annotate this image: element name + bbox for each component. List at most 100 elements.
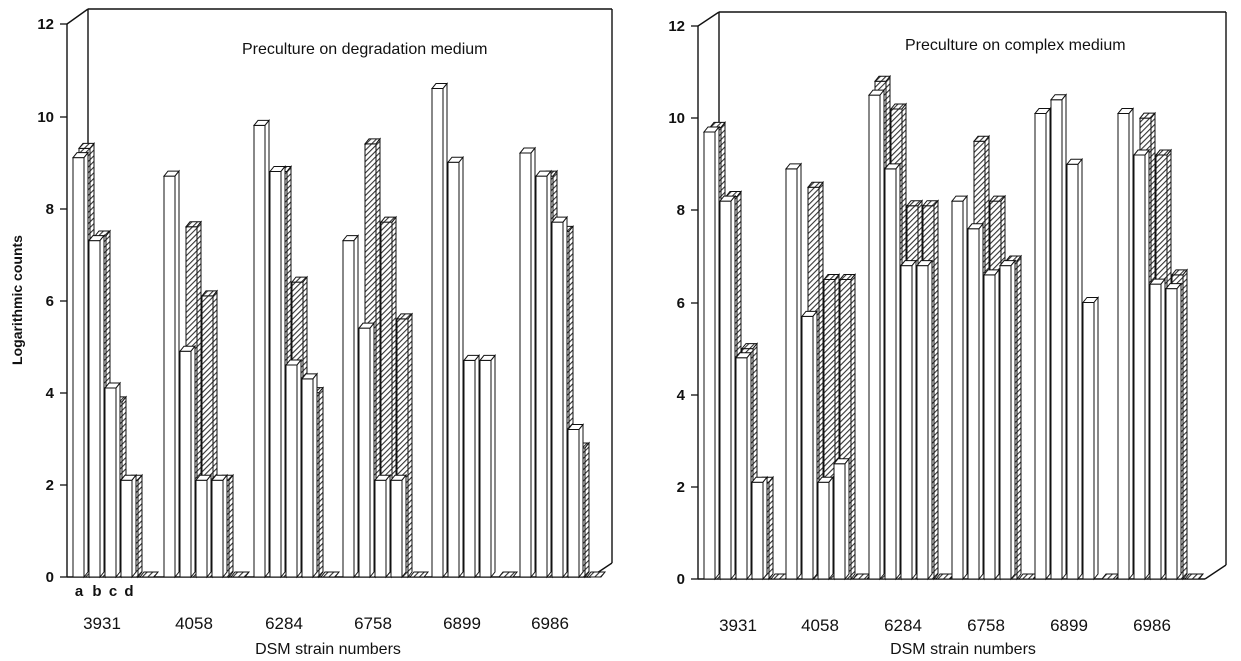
bar-open-4058-1-side [190, 344, 196, 579]
bar-group-3931 [702, 120, 791, 581]
category-label: 6899 [443, 614, 481, 633]
bar-open-6284-3 [301, 378, 314, 578]
bar-open-4058-2-side [206, 473, 212, 579]
bar-open-4058-1-side [812, 309, 818, 581]
chart-title: Preculture on complex medium [905, 37, 1126, 54]
bar-open-6986-2-side [562, 215, 568, 579]
bar-base-6758 [408, 571, 430, 578]
y-tick-label: 10 [668, 110, 685, 127]
bar-hatched-6284-3-side [933, 199, 939, 581]
y-tick-label: 0 [677, 571, 685, 588]
bar-open-6284-3 [916, 265, 929, 580]
bar-open-3931-1 [719, 200, 732, 580]
bar-open-6758-1 [967, 228, 980, 580]
category-labels: 3931 4058 6284 6758 6899 6986 [83, 614, 569, 633]
bar-open-6899-1-side [1061, 93, 1067, 581]
bar-open-6284-3-side [927, 259, 933, 581]
bar-group-4058 [784, 162, 873, 581]
bar-open-6758-3-side [401, 473, 407, 579]
bar-open-6284-0 [253, 124, 266, 578]
x-axis-label: DSM strain numbers [890, 641, 1036, 658]
bar-open-6986-3 [1165, 288, 1178, 580]
bar-open-4058-3-side [222, 473, 228, 579]
bar-open-6284-1-side [280, 165, 286, 579]
bar-open-4058-0 [785, 168, 798, 580]
bar-group-6986 [518, 146, 607, 579]
bar-open-6758-3 [390, 479, 403, 578]
frame-top-left-edge [66, 8, 89, 25]
bar-hatched-6758-3-side [1016, 254, 1022, 581]
bar-open-6899-3 [1082, 302, 1095, 580]
frame-top-left-edge [697, 11, 720, 27]
bar-group-6899 [1033, 93, 1122, 581]
x-axis-label: DSM strain numbers [255, 641, 401, 658]
bar-open-4058-2 [195, 479, 208, 578]
bar-open-6986-2 [551, 221, 564, 578]
bar-group-6284 [252, 118, 341, 579]
bar-open-6284-2 [900, 265, 913, 580]
bar-open-3931-3-side [131, 473, 137, 579]
bar-open-4058-3 [211, 479, 224, 578]
bar-open-6986-3 [567, 429, 580, 578]
bar-open-3931-0-side [714, 125, 720, 581]
bar-open-6986-0-side [530, 146, 536, 579]
bar-group-6899 [430, 82, 519, 579]
chart-degradation: 0 2 4 6 8 10 12 Logarithmic counts Precu… [9, 8, 613, 658]
bar-open-6284-1 [884, 168, 897, 580]
bar-open-3931-1 [88, 240, 101, 578]
category-label: 6899 [1050, 616, 1088, 635]
bar-open-6899-1 [447, 161, 460, 578]
bar-hatched-6986-3-side [1182, 268, 1188, 581]
category-label: 6284 [884, 616, 922, 635]
bar-open-6284-1 [269, 170, 282, 578]
bar-open-3931-3 [120, 479, 133, 578]
category-label: 6986 [1133, 616, 1171, 635]
y-tick-label: 4 [677, 387, 686, 404]
y-tick-label: 8 [46, 201, 54, 218]
bar-open-4058-3 [833, 463, 846, 580]
bar-hatched-4058-3-side [850, 273, 856, 581]
category-labels: 3931 4058 6284 6758 6899 6986 [719, 616, 1171, 635]
sub-label-a: a [75, 583, 84, 600]
y-tick-label: 6 [46, 293, 54, 310]
bar-open-6284-0-side [264, 118, 270, 579]
bar-open-6758-3 [999, 265, 1012, 580]
bar-open-6284-0-side [879, 88, 885, 581]
y-axis-label: Logarithmic counts [9, 235, 25, 365]
bar-open-6899-0-side [1045, 107, 1051, 581]
bar-open-6899-2 [463, 359, 476, 578]
bar-base-6899 [1100, 573, 1122, 580]
bar-open-4058-0 [163, 175, 176, 578]
bar-group-4058 [162, 169, 251, 579]
bar-open-6758-0 [342, 240, 355, 578]
bar-open-3931-0 [703, 131, 716, 580]
chart-title: Preculture on degradation medium [242, 41, 487, 58]
bar-group-6758 [950, 134, 1039, 581]
y-tick-label: 12 [668, 18, 685, 35]
bar-open-6899-0 [431, 88, 444, 578]
bar-open-6986-0-side [1128, 107, 1134, 581]
bar-base-6986 [1183, 573, 1205, 580]
bar-open-3931-2-side [115, 381, 121, 579]
bar-open-3931-0 [72, 157, 85, 578]
bar-open-6284-2 [285, 364, 298, 578]
bar-open-6899-0-side [442, 82, 448, 579]
sub-label-c: c [109, 583, 117, 600]
sub-label-d: d [124, 583, 133, 600]
bar-hatched-3931-3-side [137, 473, 143, 579]
bar-open-6758-1-side [369, 321, 375, 579]
bar-open-6758-0 [951, 200, 964, 580]
bar-open-6986-1-side [546, 169, 552, 579]
bar-open-6758-1 [358, 327, 371, 578]
bar-open-3931-0-side [83, 151, 89, 579]
category-label: 3931 [719, 616, 757, 635]
bars-complex [702, 74, 1205, 581]
bar-hatched-4058-3-side [228, 473, 234, 579]
bar-open-6899-2 [1066, 163, 1079, 580]
bar-open-4058-3-side [844, 457, 850, 581]
y-ticks [691, 25, 698, 580]
bar-open-6758-2 [374, 479, 387, 578]
frame-bottom-right-edge [1204, 564, 1227, 580]
bar-open-6758-2-side [994, 268, 1000, 581]
